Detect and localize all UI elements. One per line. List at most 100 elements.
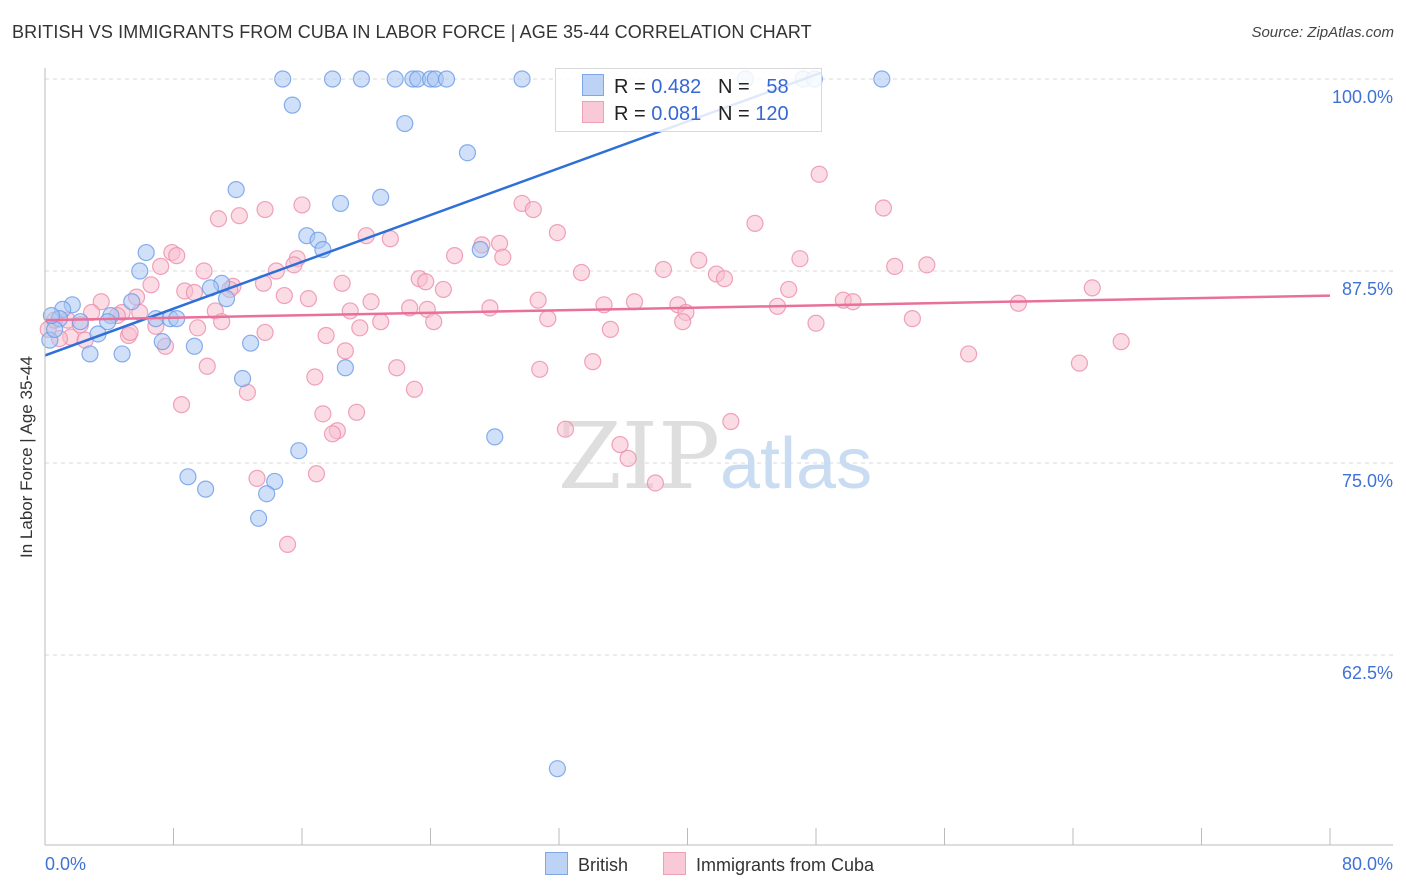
british-point	[352, 70, 371, 88]
british-point	[258, 485, 276, 503]
british-point	[396, 114, 414, 133]
chart-title: BRITISH VS IMMIGRANTS FROM CUBA IN LABOR…	[12, 22, 812, 42]
british-point	[131, 262, 149, 280]
correlation-legend: R = 0.482 N = 58 R = 0.081 N = 120	[555, 68, 822, 132]
british-point	[331, 194, 350, 213]
cuba-point	[299, 290, 318, 308]
cuba-point	[372, 313, 390, 331]
british-point	[137, 243, 155, 262]
cuba-point	[336, 342, 354, 360]
british-point	[217, 290, 236, 308]
x-tick-label-max: 80.0%	[1342, 854, 1393, 874]
cuba-point	[142, 276, 160, 294]
british-point	[873, 70, 891, 88]
cuba-point	[425, 313, 443, 331]
cuba-point	[791, 250, 809, 268]
cuba-point	[323, 425, 342, 443]
cuba-point	[844, 293, 862, 311]
cuba-point	[198, 357, 216, 375]
british-point	[227, 180, 245, 199]
cuba-point	[434, 280, 452, 299]
cuba-point	[1083, 279, 1101, 297]
watermark-zip: ZIP	[558, 403, 720, 510]
cuba-point	[388, 359, 406, 377]
n-label: N =	[717, 76, 750, 98]
cuba-point	[531, 360, 549, 378]
watermark-atlas: atlas	[720, 424, 872, 504]
british-point	[71, 313, 89, 331]
cuba-point	[690, 251, 708, 269]
cuba-point	[611, 435, 629, 454]
cuba-point	[188, 319, 207, 337]
british-swatch	[582, 74, 604, 96]
cuba-point	[168, 247, 186, 265]
british-point	[323, 70, 342, 88]
cuba-point	[362, 293, 380, 311]
british-swatch	[545, 852, 568, 875]
cuba-point	[314, 405, 332, 423]
british-point	[548, 760, 566, 778]
british-point	[250, 509, 268, 527]
cuba-point	[556, 420, 575, 438]
cuba-point	[524, 200, 542, 219]
british-n-value: 58	[766, 76, 789, 98]
british-point	[242, 334, 260, 352]
cuba-point	[529, 291, 547, 309]
cuba-point	[601, 320, 620, 338]
cuba-point	[1009, 294, 1027, 312]
cuba-point	[646, 474, 664, 492]
cuba-point	[341, 302, 359, 320]
y-tick-label: 87.5%	[1342, 279, 1393, 299]
british-point	[458, 144, 477, 162]
cuba-n-value: 120	[755, 103, 789, 125]
cuba-point	[572, 263, 591, 282]
british-point	[283, 96, 301, 114]
cuba-point	[481, 299, 499, 317]
british-point	[290, 442, 308, 460]
british-point	[266, 472, 284, 491]
n-label: N =	[717, 103, 750, 125]
r-label: R =	[614, 76, 646, 98]
x-tick-label-min: 0.0%	[45, 854, 86, 874]
y-tick-label: 75.0%	[1342, 471, 1393, 491]
cuba-point	[381, 230, 399, 248]
y-tick-label: 100.0%	[1332, 87, 1393, 107]
cuba-point	[959, 345, 978, 363]
british-legend-label: British	[578, 855, 629, 875]
cuba-point	[306, 368, 324, 386]
british-point	[153, 333, 171, 351]
cuba-point	[348, 403, 366, 421]
cuba-point	[417, 273, 435, 291]
cuba-trend-line	[44, 294, 1331, 322]
cuba-point	[548, 224, 566, 242]
cuba-swatch	[582, 101, 604, 123]
cuba-point	[619, 449, 637, 467]
bottom-legend-british[interactable]: British	[545, 852, 628, 876]
cuba-point	[1112, 333, 1130, 351]
cuba-point	[903, 310, 921, 328]
cuba-point	[248, 469, 266, 487]
cuba-point	[351, 319, 369, 337]
cuba-point	[278, 535, 297, 554]
cuba-point	[918, 256, 936, 274]
cuba-point	[333, 274, 351, 292]
cuba-point	[230, 207, 248, 225]
bottom-legend-cuba[interactable]: Immigrants from Cuba	[663, 852, 874, 876]
cuba-point	[275, 286, 293, 305]
cuba-point	[1070, 354, 1089, 372]
cuba-point	[405, 380, 424, 398]
cuba-point	[807, 314, 825, 332]
cuba-point	[539, 310, 557, 328]
british-point	[233, 369, 252, 388]
cuba-point	[780, 280, 798, 299]
cuba-point	[584, 353, 602, 371]
cuba-point	[293, 196, 311, 214]
legend-row-british: R = 0.482 N = 58	[582, 74, 789, 99]
british-point	[471, 240, 489, 259]
cuba-point	[209, 210, 228, 228]
cuba-point	[715, 270, 734, 288]
british-point	[336, 359, 354, 377]
y-tick-label: 62.5%	[1342, 663, 1393, 683]
british-point	[486, 428, 504, 446]
cuba-point	[256, 200, 274, 219]
